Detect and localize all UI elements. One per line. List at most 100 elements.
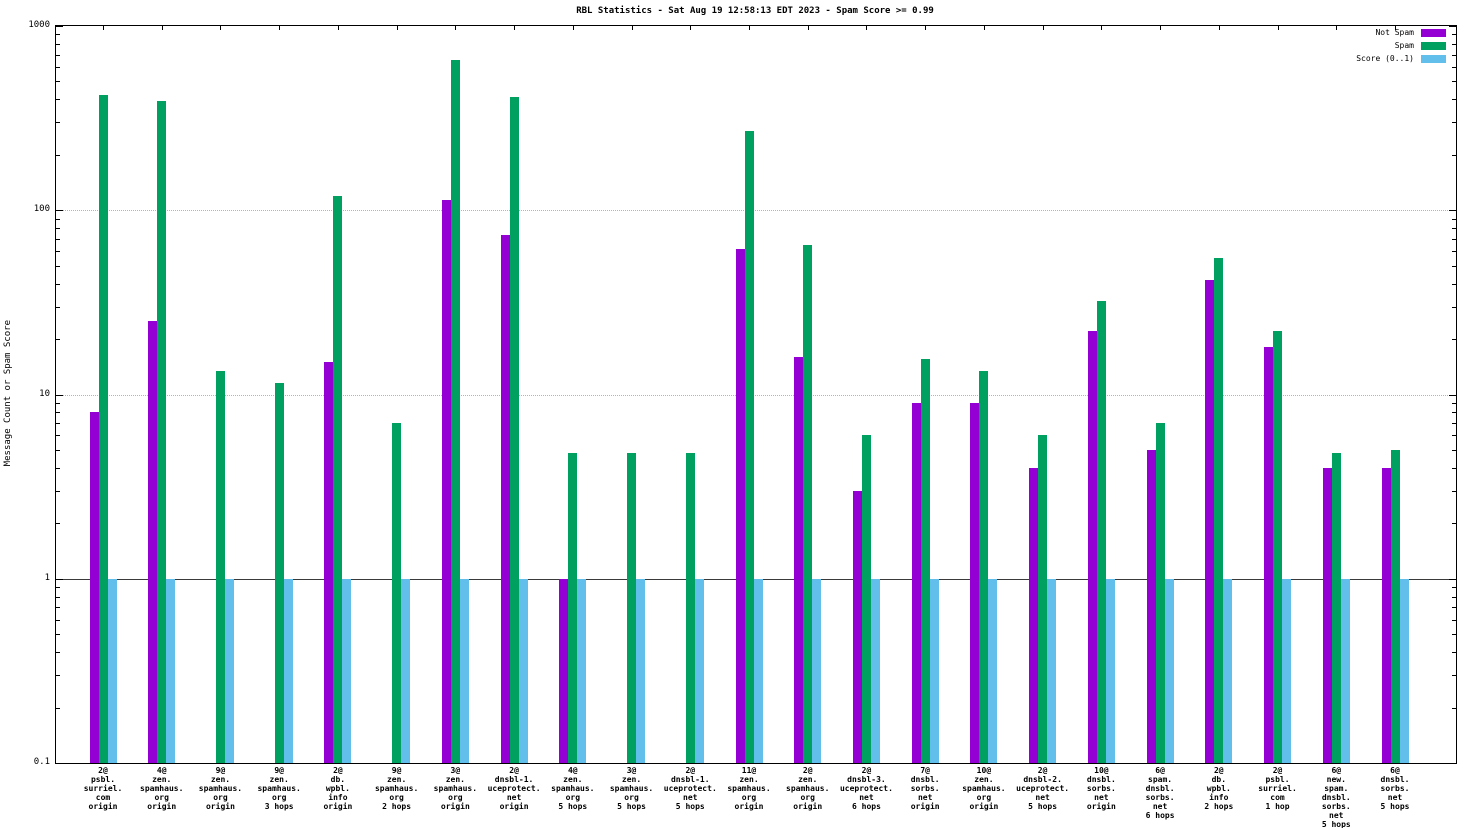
bar-score-0-1 (929, 578, 939, 763)
y-minor-tick (56, 402, 60, 404)
x-tick-top (749, 26, 750, 30)
y-major-tick (56, 578, 63, 580)
y-minor-tick (1452, 490, 1456, 492)
y-minor-tick (56, 218, 60, 220)
bar-score-0-1 (577, 578, 587, 763)
y-minor-tick (1452, 607, 1456, 609)
y-tick-label: 100 (33, 204, 50, 215)
bar-score-0-1 (812, 578, 822, 763)
x-category-label: 9@ zen. spamhaus. org origin (198, 766, 243, 811)
y-minor-tick (1452, 675, 1456, 677)
legend-item-spam: Spam (1356, 41, 1446, 50)
bar-not-spam (794, 356, 804, 763)
y-minor-tick (1452, 122, 1456, 124)
x-tick-top (161, 26, 163, 30)
x-category-label: 6@ new. spam. dnsbl. sorbs. net 5 hops (1321, 766, 1351, 828)
y-minor-tick (56, 435, 60, 437)
legend-item-score: Score (0..1) (1356, 54, 1446, 63)
x-category-label: 7@ dnsbl. sorbs. net origin (910, 766, 940, 811)
y-minor-tick (56, 306, 60, 308)
bar-spam (685, 453, 695, 763)
bar-not-spam (1146, 449, 1156, 763)
bar-score-0-1 (518, 578, 528, 763)
y-minor-tick (56, 251, 60, 253)
bar-score-0-1 (166, 578, 176, 763)
x-category-label: 2@ dnsbl-1. uceprotect. net 5 hops (663, 766, 717, 811)
bar-score-0-1 (988, 578, 998, 763)
bar-score-0-1 (1282, 578, 1292, 763)
bar-score-0-1 (1399, 578, 1409, 763)
bar-score-0-1 (342, 578, 352, 763)
bar-spam (274, 383, 284, 763)
y-minor-tick (1452, 81, 1456, 83)
y-minor-tick (56, 99, 60, 101)
bar-score-0-1 (401, 578, 411, 763)
bar-spam (392, 423, 402, 763)
bar-score-0-1 (459, 578, 469, 763)
y-minor-tick (1452, 412, 1456, 414)
bar-not-spam (1381, 467, 1391, 763)
plot-area (55, 25, 1457, 764)
bar-not-spam (852, 490, 862, 763)
x-category-label: 3@ zen. spamhaus. org origin (433, 766, 478, 811)
bar-spam (509, 97, 519, 763)
y-minor-tick (56, 154, 60, 156)
bar-spam (1155, 423, 1165, 763)
y-minor-tick (56, 34, 60, 36)
y-minor-tick (56, 339, 60, 341)
legend-swatch-not-spam (1421, 28, 1446, 37)
bar-spam (744, 130, 754, 763)
x-category-label: 3@ zen. spamhaus. org 5 hops (609, 766, 654, 811)
bar-not-spam (911, 402, 921, 763)
bar-spam (1096, 301, 1106, 763)
y-minor-tick (1452, 402, 1456, 404)
legend: Not Spam Spam Score (0..1) (1356, 28, 1446, 63)
bar-spam (1214, 258, 1224, 763)
x-tick-top (279, 26, 281, 30)
y-tick-label: 0.1 (33, 757, 50, 767)
bar-spam (1331, 453, 1341, 763)
y-minor-tick (1452, 467, 1456, 469)
x-tick-top (983, 26, 985, 30)
bar-not-spam (1322, 467, 1332, 763)
y-minor-tick (56, 652, 60, 654)
y-minor-tick (56, 423, 60, 425)
x-tick-top (1042, 26, 1044, 30)
y-minor-tick (56, 619, 60, 621)
x-category-label: 2@ psbl. surriel. com origin (83, 766, 123, 811)
x-category-label: 4@ zen. spamhaus. org origin (140, 766, 184, 811)
x-tick-top (396, 26, 398, 30)
y-minor-tick (56, 228, 60, 230)
y-minor-tick (1452, 306, 1456, 308)
x-category-label: 2@ dnsbl-1. uceprotect. net origin (487, 766, 541, 811)
x-tick-top (337, 26, 339, 30)
gridline-y-100 (56, 210, 1456, 212)
bar-not-spam (441, 200, 451, 763)
bar-score-0-1 (1223, 578, 1233, 763)
y-minor-tick (1452, 523, 1456, 525)
y-minor-tick (1452, 283, 1456, 285)
y-minor-tick (56, 467, 60, 469)
x-tick-top (1218, 26, 1220, 30)
y-minor-tick (1452, 238, 1456, 240)
y-minor-tick (1452, 339, 1456, 341)
y-minor-tick (1452, 435, 1456, 437)
legend-label-not-spam: Not Spam (1375, 28, 1414, 37)
y-minor-tick (56, 238, 60, 240)
x-tick-top (455, 26, 457, 30)
x-category-label: 2@ dnsbl-2. uceprotect. net 5 hops (1016, 766, 1070, 811)
bar-not-spam (735, 248, 745, 763)
legend-label-spam: Spam (1394, 41, 1414, 50)
x-category-label: 2@ db. wpbl. info 2 hops (1204, 766, 1234, 811)
y-minor-tick (56, 412, 60, 414)
x-tick-top (572, 26, 574, 30)
legend-item-not-spam: Not Spam (1356, 28, 1446, 37)
x-category-label: 9@ zen. spamhaus. org 3 hops (257, 766, 301, 811)
y-minor-tick (56, 490, 60, 492)
bar-spam (157, 101, 167, 763)
y-minor-tick (1452, 54, 1456, 56)
bar-not-spam (500, 235, 510, 763)
x-tick-top (807, 26, 809, 30)
bar-spam (920, 359, 930, 763)
